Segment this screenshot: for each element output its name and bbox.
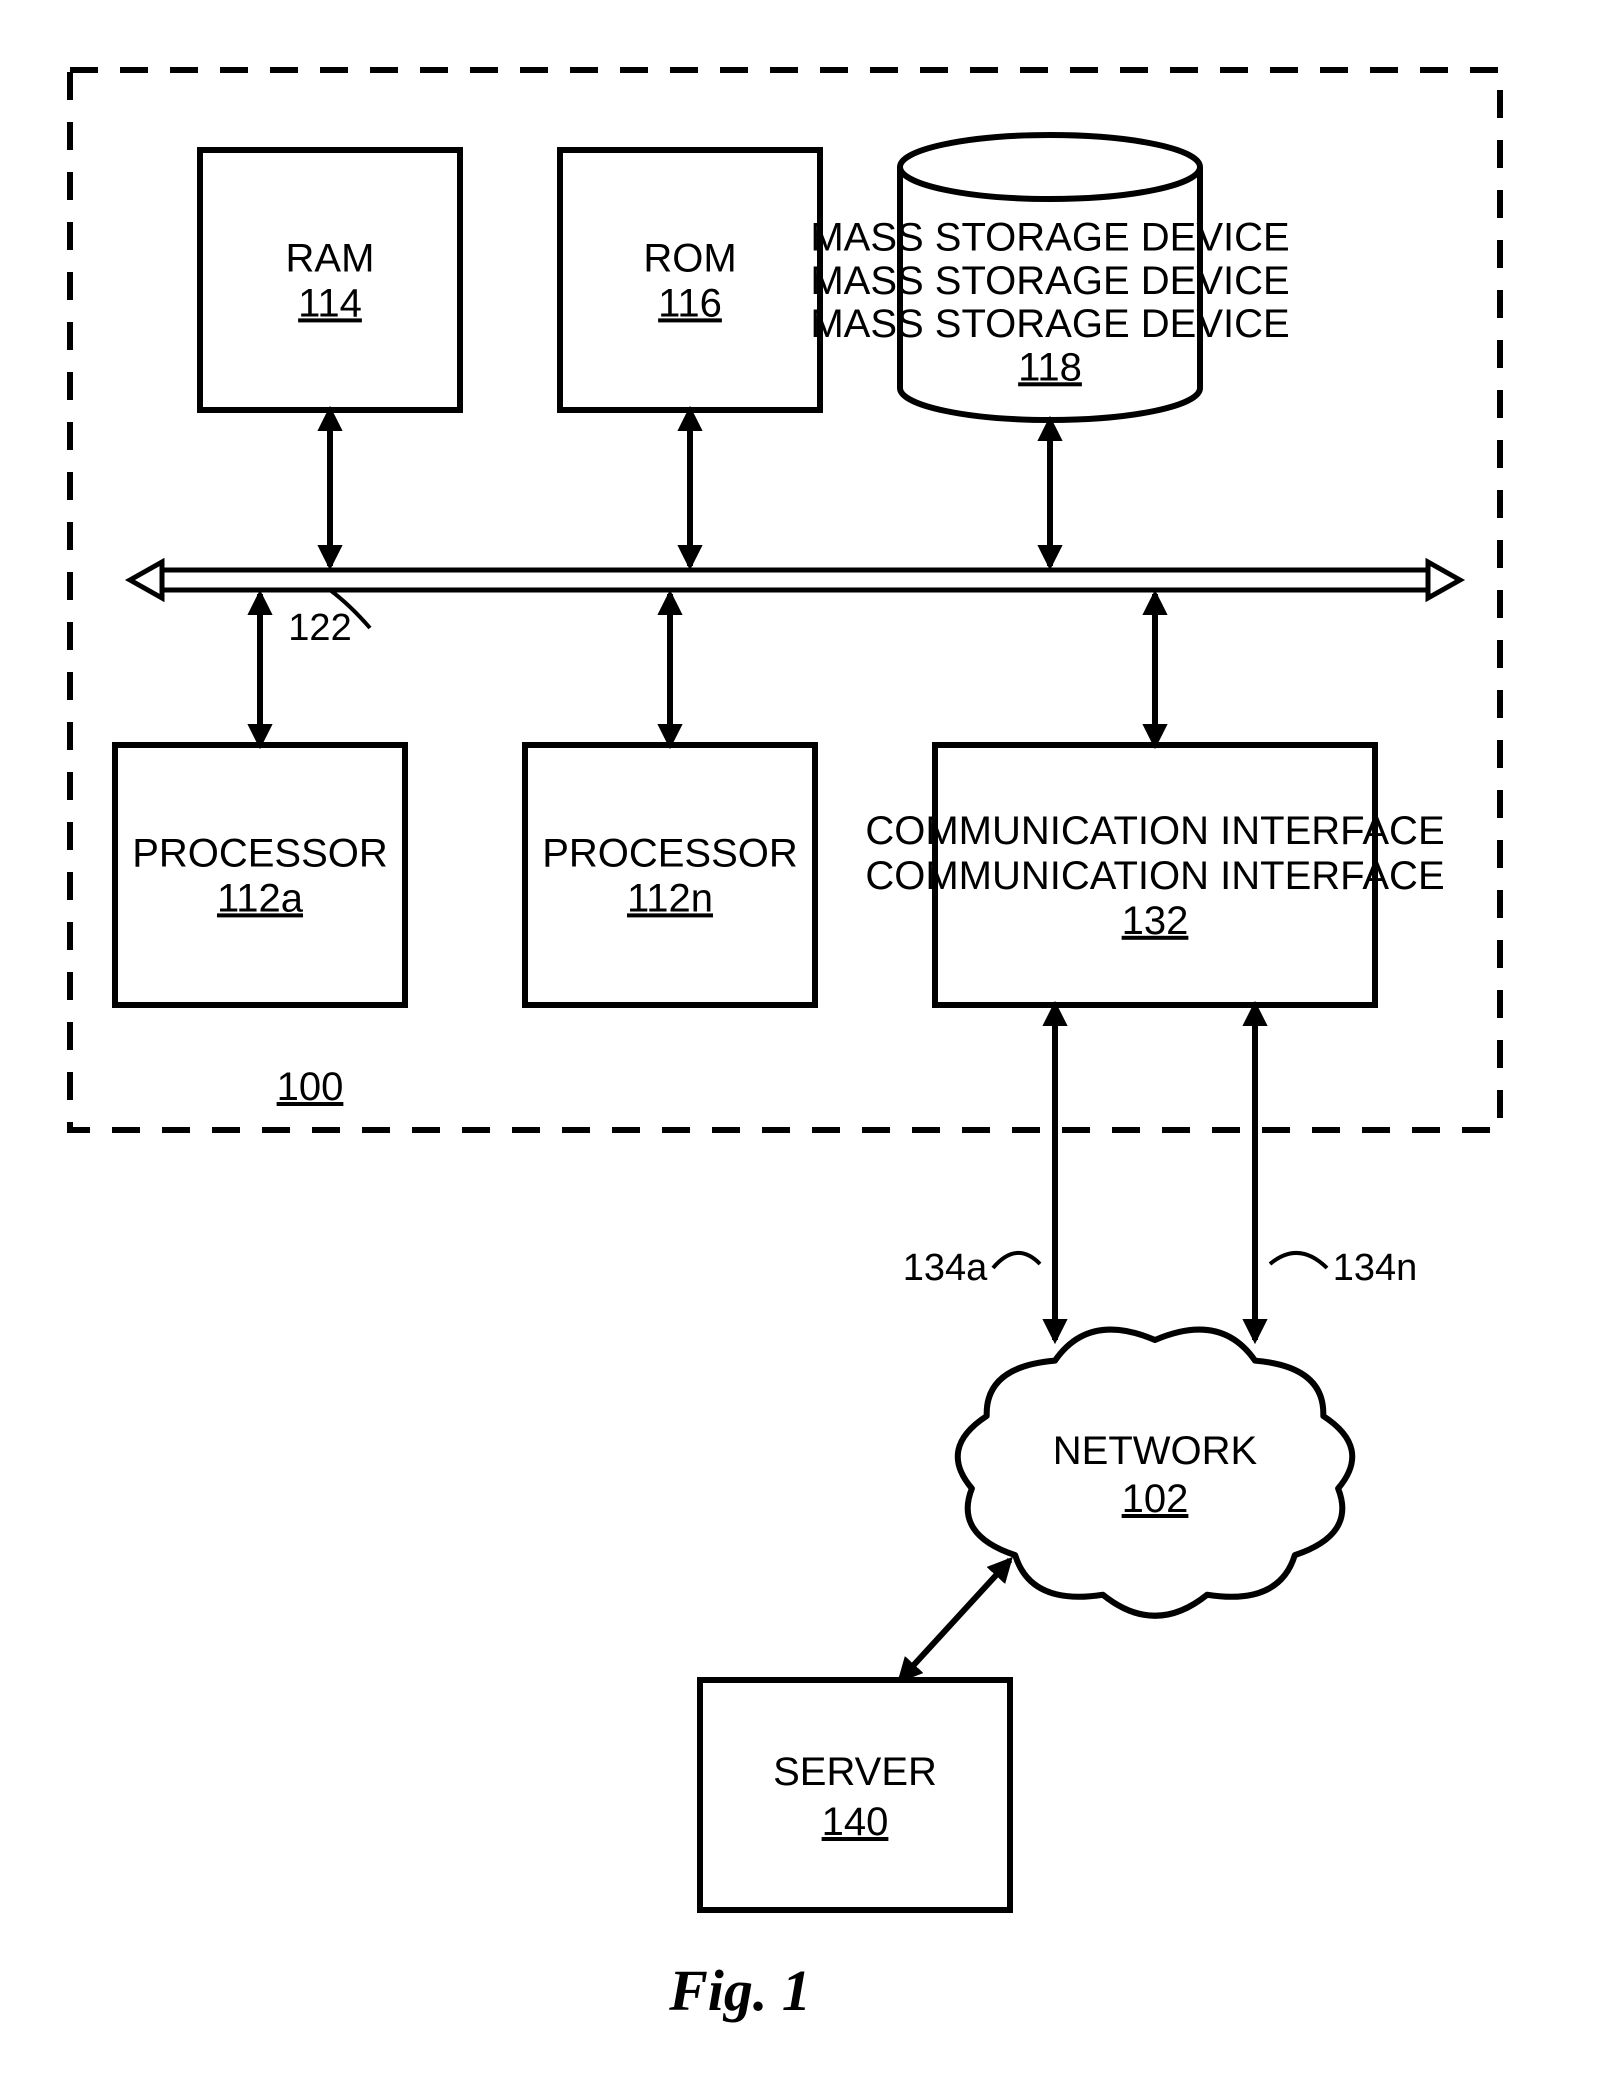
server-box [700,1680,1010,1910]
storage-label: MASS STORAGE DEVICE [810,302,1289,346]
proc_n-ref: 112n [627,876,713,920]
system-ref: 100 [277,1065,344,1109]
ram-label: RAM [286,237,375,281]
ram-ref: 114 [298,281,362,325]
rom-label: ROM [643,237,736,281]
comm-network-link-right-ref: 134n [1333,1247,1418,1289]
server-ref: 140 [822,1800,889,1844]
comm-label: COMMUNICATION INTERFACE [865,809,1444,853]
proc_a-ref: 112a [217,876,304,920]
proc_n-label: PROCESSOR [542,832,798,876]
comm-label: COMMUNICATION INTERFACE [865,854,1444,898]
proc_a-label: PROCESSOR [132,832,388,876]
bus-ref: 122 [288,607,351,649]
comm-network-link-left-leader [993,1253,1040,1268]
comm-ref: 132 [1122,899,1189,943]
rom-ref: 116 [658,281,722,325]
network-ref: 102 [1122,1477,1189,1521]
figure-label: Fig. 1 [668,1958,811,2023]
comm-network-link-right-leader [1270,1253,1327,1268]
storage-label: MASS STORAGE DEVICE [810,259,1289,303]
server-label: SERVER [773,1750,937,1794]
network-label: NETWORK [1053,1429,1258,1473]
network-server-link [900,1560,1010,1680]
storage-ref: 118 [1018,345,1082,389]
storage-label: MASS STORAGE DEVICE [810,216,1289,260]
comm-network-link-left-ref: 134a [903,1247,988,1289]
